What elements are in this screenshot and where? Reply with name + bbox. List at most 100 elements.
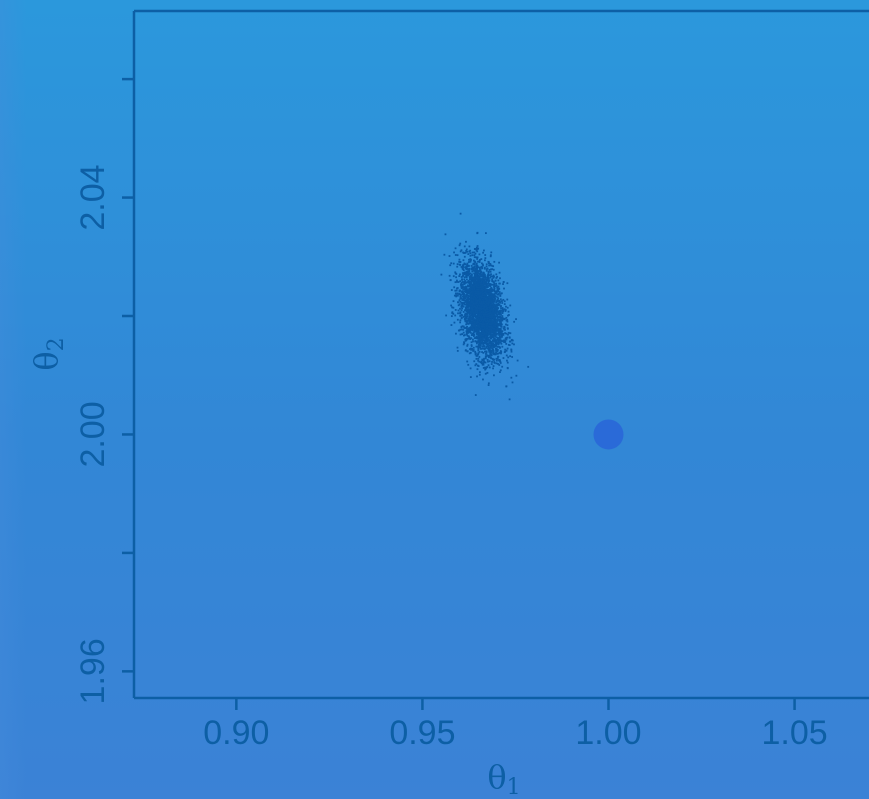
sample-point [478,321,481,324]
sample-point [452,312,455,315]
sample-point [475,272,478,275]
sample-point [470,290,473,293]
sample-point [487,326,489,329]
sample-point [487,261,490,264]
sample-point [467,280,470,283]
sample-point [476,299,478,302]
sample-point [485,308,487,311]
sample-point [466,291,468,294]
sample-point [475,281,478,283]
sample-point [470,348,472,351]
sample-point [462,325,465,328]
sample-point [474,279,477,282]
sample-point [489,320,492,323]
sample-point [483,293,485,296]
sample-point [476,296,479,299]
sample-point [464,320,467,323]
sample-point [509,340,511,343]
sample-point [476,353,479,356]
sample-point [486,358,489,361]
sample-point [500,342,503,345]
sample-point [486,313,489,316]
sample-point [496,319,499,322]
sample-point [471,328,474,331]
sample-cloud [440,212,530,401]
sample-point [487,282,490,285]
sample-point [470,344,473,346]
sample-point [507,331,510,334]
sample-point [495,322,498,325]
sample-point [497,287,500,290]
sample-point [485,330,488,333]
sample-point [481,345,484,348]
sample-point [473,333,475,336]
sample-point [470,295,473,298]
sample-point [479,313,482,315]
sample-point [469,331,472,334]
sample-point [489,316,491,319]
sample-point [477,318,479,320]
sample-point [477,290,480,293]
sample-point [463,245,466,248]
sample-point [484,347,487,350]
sample-point [497,352,499,355]
sample-point [459,289,462,292]
sample-point [466,328,468,330]
sample-point [491,323,494,326]
sample-point [476,248,479,250]
sample-point [499,313,502,315]
sample-point [492,274,495,277]
sample-point [501,334,504,337]
sample-point [487,293,490,296]
sample-point [497,285,500,288]
sample-point [515,374,518,377]
sample-point [483,332,486,335]
sample-point [483,249,485,252]
sample-point [502,310,505,313]
sample-point [475,256,478,259]
sample-point [504,340,507,343]
sample-point [483,307,486,310]
sample-point [463,309,466,312]
sample-point [507,356,510,359]
sample-point [488,269,491,271]
sample-point [484,287,487,289]
sample-point [485,265,488,268]
sample-point [495,342,497,345]
sample-point [484,336,487,339]
sample-point [505,343,508,345]
sample-point [461,325,464,328]
sample-point [482,301,485,303]
sample-point [492,343,495,346]
sample-point [492,299,495,302]
sample-point [505,332,508,335]
sample-point [481,334,483,337]
sample-point [482,273,485,275]
sample-point [461,307,463,310]
sample-point [467,295,470,297]
sample-point [473,284,476,287]
sample-point [485,311,488,314]
sample-point [479,304,482,306]
sample-point [485,294,487,297]
sample-point [462,274,464,277]
sample-point [469,367,472,370]
sample-point [466,319,469,322]
sample-point [489,350,492,352]
sample-point [491,308,494,311]
sample-point [488,298,491,300]
sample-point [481,341,484,344]
sample-point [496,349,499,351]
sample-point [499,369,502,372]
sample-point [464,303,467,306]
sample-point [482,251,484,254]
sample-point [477,286,480,289]
sample-point [495,315,498,318]
sample-point [470,320,473,323]
sample-point [487,277,490,280]
sample-point [474,315,477,318]
sample-point [485,332,488,335]
sample-point [483,325,485,328]
sample-point [487,296,490,299]
sample-point [488,299,491,302]
